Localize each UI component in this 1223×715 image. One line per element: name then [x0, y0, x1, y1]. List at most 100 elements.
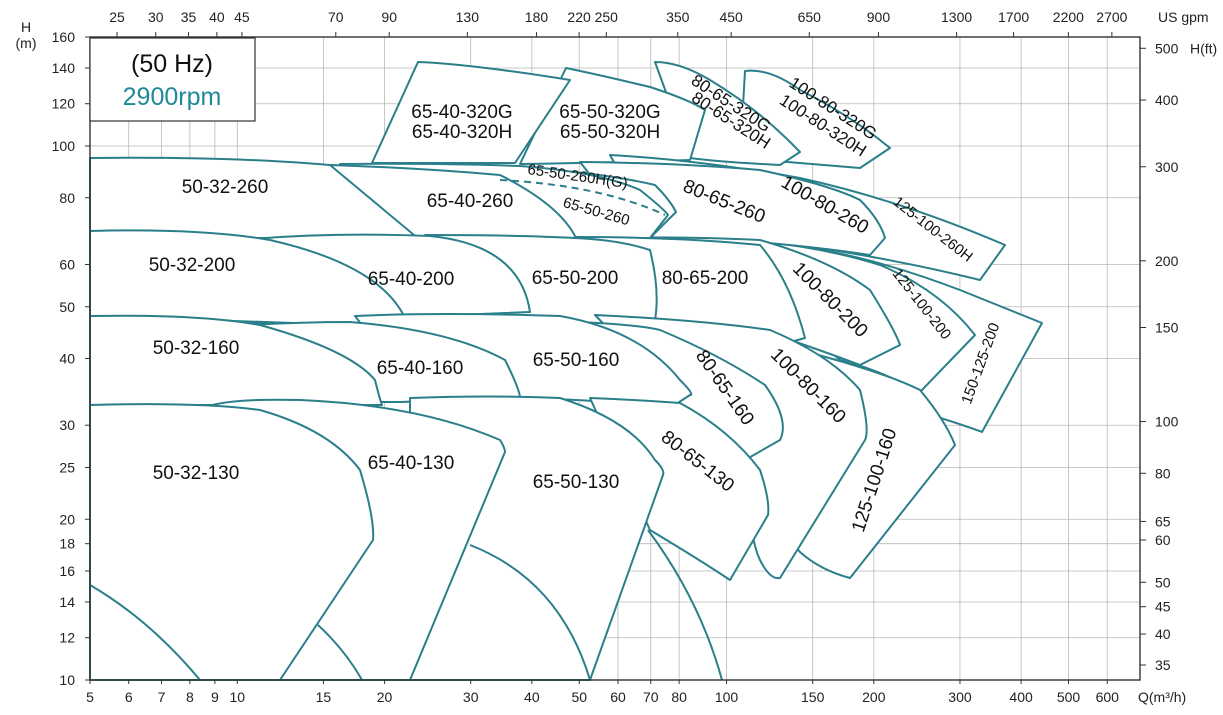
pump-envelope-65-50-320G — [519, 67, 706, 165]
right-tick-label: 500 — [1155, 40, 1179, 56]
top-tick-label: 40 — [209, 9, 225, 25]
top-tick-label: 45 — [234, 9, 250, 25]
y-axis-label: H — [21, 19, 31, 35]
right-tick-label: 100 — [1155, 414, 1179, 430]
right-tick-label: 400 — [1155, 92, 1179, 108]
right-tick-label: 35 — [1155, 657, 1171, 673]
impeller-curve — [317, 624, 363, 681]
x-axis-label: Q(m³/h) — [1138, 689, 1186, 705]
y-tick-label: 60 — [59, 256, 75, 272]
pump-label: 65-50-200 — [532, 268, 619, 289]
x-tick-label: 200 — [862, 689, 886, 705]
x-tick-label: 6 — [125, 689, 133, 705]
pump-label: 65-40-200 — [368, 269, 455, 290]
x-tick-label: 80 — [671, 689, 687, 705]
y-tick-label: 16 — [59, 563, 75, 579]
pump-label: 65-40-160 — [377, 358, 464, 379]
x-tick-label: 5 — [86, 689, 94, 705]
x-tick-label: 150 — [801, 689, 825, 705]
top-tick-label: 2200 — [1053, 9, 1084, 25]
y-tick-label: 20 — [59, 511, 75, 527]
x-tick-label: 7 — [158, 689, 166, 705]
x-tick-label: 8 — [186, 689, 194, 705]
top-tick-label: 130 — [456, 9, 480, 25]
pump-label: 65-50-320G — [559, 102, 660, 123]
x-tick-label: 15 — [316, 689, 332, 705]
pump-envelope-50-32-130 — [89, 403, 375, 681]
pump-label: 80-65-200 — [662, 268, 749, 289]
legend-frequency: (50 Hz) — [131, 50, 213, 78]
top-tick-label: 180 — [525, 9, 549, 25]
x-tick-label: 600 — [1096, 689, 1120, 705]
top-tick-label: 30 — [148, 9, 164, 25]
right-axis-label: H(ft) — [1190, 40, 1217, 56]
legend-speed: 2900rpm — [123, 83, 222, 111]
top-tick-label: 1700 — [998, 9, 1029, 25]
right-tick-label: 300 — [1155, 159, 1179, 175]
pump-label: 50-32-200 — [149, 255, 236, 276]
x-tick-label: 300 — [948, 689, 972, 705]
x-tick-label: 30 — [463, 689, 479, 705]
pump-label: 65-40-130 — [368, 453, 455, 474]
x-tick-label: 70 — [643, 689, 659, 705]
top-tick-label: 450 — [719, 9, 743, 25]
y-tick-label: 100 — [52, 138, 76, 154]
pump-label: 50-32-130 — [153, 463, 240, 484]
y-axis-unit: (m) — [16, 35, 37, 51]
pump-label: 65-40-260 — [427, 191, 514, 212]
top-axis-label: US gpm — [1158, 9, 1209, 25]
right-tick-label: 60 — [1155, 532, 1171, 548]
y-tick-label: 140 — [52, 60, 76, 76]
right-tick-label: 80 — [1155, 465, 1171, 481]
x-tick-label: 40 — [524, 689, 540, 705]
right-tick-label: 200 — [1155, 253, 1179, 269]
right-tick-label: 45 — [1155, 599, 1171, 615]
pump-label: 50-32-260 — [182, 177, 269, 198]
y-tick-label: 30 — [59, 417, 75, 433]
y-tick-label: 160 — [52, 29, 76, 45]
y-tick-label: 50 — [59, 299, 75, 315]
y-tick-label: 80 — [59, 190, 75, 206]
top-tick-label: 900 — [867, 9, 891, 25]
pump-label: 65-40-320H — [412, 122, 512, 143]
x-tick-label: 10 — [229, 689, 245, 705]
top-tick-label: 25 — [109, 9, 125, 25]
top-tick-label: 35 — [181, 9, 197, 25]
impeller-curve — [647, 529, 723, 681]
y-tick-label: 120 — [52, 96, 76, 112]
right-tick-label: 150 — [1155, 320, 1179, 336]
impeller-curve — [89, 584, 201, 681]
top-tick-label: 1300 — [941, 9, 972, 25]
legend-box — [89, 37, 256, 122]
top-tick-label: 650 — [798, 9, 822, 25]
top-tick-label: 2700 — [1096, 9, 1127, 25]
impeller-curve — [469, 544, 591, 681]
pump-label: 65-50-320H — [560, 122, 660, 143]
x-tick-label: 60 — [610, 689, 626, 705]
pump-label: 65-50-160 — [533, 350, 620, 371]
x-tick-label: 50 — [571, 689, 587, 705]
y-tick-label: 25 — [59, 460, 75, 476]
right-tick-label: 40 — [1155, 626, 1171, 642]
x-tick-label: 20 — [377, 689, 393, 705]
pump-label: 65-50-130 — [533, 472, 620, 493]
y-tick-label: 18 — [59, 536, 75, 552]
top-tick-label: 220 — [567, 9, 591, 25]
top-tick-label: 250 — [595, 9, 619, 25]
x-tick-label: 500 — [1057, 689, 1081, 705]
y-tick-label: 14 — [59, 594, 75, 610]
x-tick-label: 100 — [715, 689, 739, 705]
pump-label: 50-32-160 — [153, 338, 240, 359]
x-tick-label: 400 — [1009, 689, 1033, 705]
right-tick-label: 65 — [1155, 513, 1171, 529]
pump-label: 65-40-320G — [411, 102, 512, 123]
right-tick-label: 50 — [1155, 574, 1171, 590]
top-tick-label: 350 — [666, 9, 690, 25]
y-tick-label: 40 — [59, 351, 75, 367]
y-tick-label: 10 — [59, 672, 75, 688]
top-tick-label: 70 — [328, 9, 344, 25]
top-tick-label: 90 — [381, 9, 397, 25]
x-tick-label: 9 — [211, 689, 219, 705]
y-tick-label: 12 — [59, 630, 75, 646]
